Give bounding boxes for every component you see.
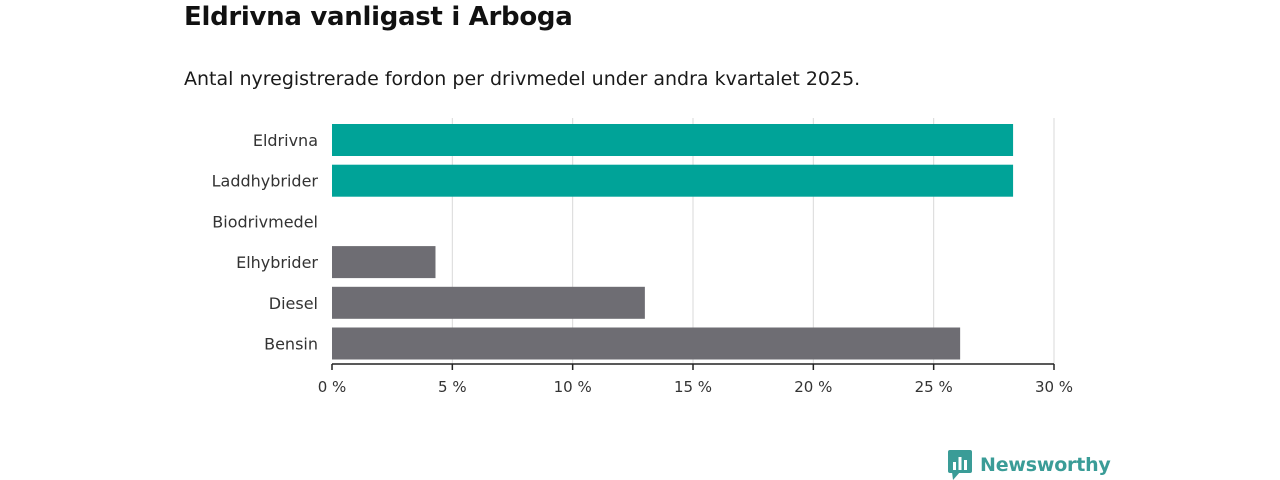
bar-eldrivna [332,124,1014,156]
category-label: Biodrivmedel [212,212,318,231]
chart-title: Eldrivna vanligast i Arboga [184,2,573,32]
bar-bensin [332,327,961,360]
category-label: Bensin [264,335,318,354]
bar-chart-speech-bubble-icon [948,450,972,480]
category-label: Diesel [269,294,318,313]
category-label: Eldrivna [253,131,318,150]
bar-elhybrider [332,246,436,279]
newsworthy-logo: Newsworthy [948,450,1111,480]
bar-laddhybrider [332,164,1014,197]
chart-subtitle: Antal nyregistrerade fordon per drivmede… [184,68,861,90]
category-label: Elhybrider [236,253,318,272]
x-tick-label: 10 % [554,378,592,396]
bar-diesel [332,286,645,319]
x-tick-label: 30 % [1035,378,1073,396]
category-label: Laddhybrider [212,172,319,191]
brand-name: Newsworthy [980,454,1111,476]
x-tick-label: 5 % [438,378,467,396]
x-tick-label: 20 % [794,378,832,396]
x-tick-label: 0 % [318,378,347,396]
x-tick-label: 15 % [674,378,712,396]
x-tick-label: 25 % [915,378,953,396]
